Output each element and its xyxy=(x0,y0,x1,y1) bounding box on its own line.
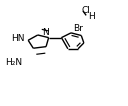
Text: H₂N: H₂N xyxy=(5,58,22,66)
Text: Cl: Cl xyxy=(81,6,90,15)
Text: N: N xyxy=(42,28,49,37)
Text: Br: Br xyxy=(74,24,83,33)
Text: HN: HN xyxy=(12,34,25,43)
Text: H: H xyxy=(88,12,94,21)
